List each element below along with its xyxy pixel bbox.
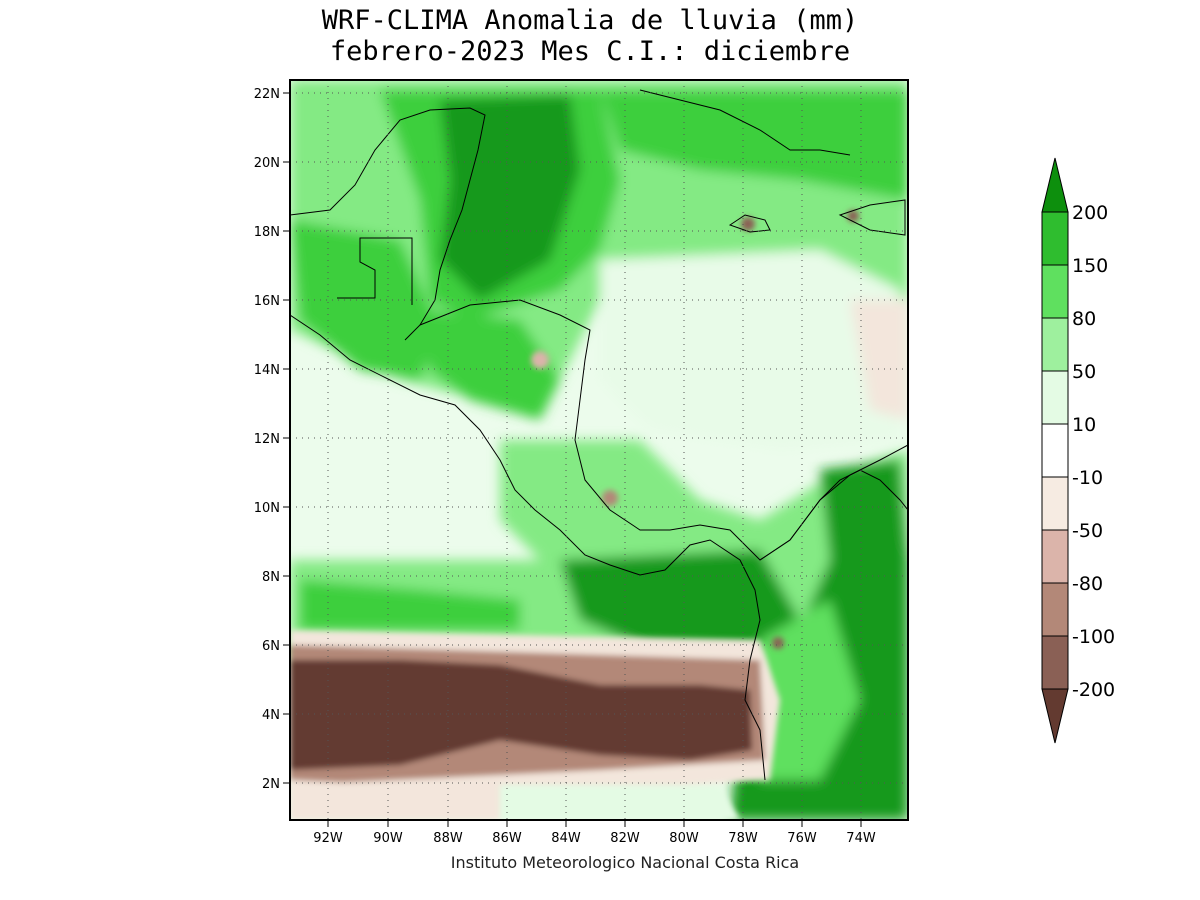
colorbar-swatch	[1041, 370, 1069, 425]
colorbar-swatch	[1041, 476, 1069, 531]
lat-label: 8N	[262, 570, 280, 585]
lon-label: 88W	[433, 831, 463, 846]
lon-label: 76W	[787, 831, 817, 846]
field-pale-central	[600, 250, 900, 450]
coast-mexico-yucatan	[290, 107, 486, 341]
colorbar-label: 150	[1072, 255, 1108, 277]
colorbar-swatch	[1041, 423, 1069, 478]
lat-label: 18N	[254, 225, 280, 240]
colorbar-swatch	[1041, 529, 1069, 584]
lon-label: 82W	[610, 831, 640, 846]
lon-label: 80W	[669, 831, 699, 846]
colorbar-label: -200	[1072, 679, 1115, 701]
lat-label: 16N	[254, 294, 280, 309]
colorbar	[1041, 157, 1069, 744]
field-brown-spot-costarica	[602, 490, 618, 506]
map-frame	[289, 79, 909, 821]
border-guatemala	[337, 237, 413, 305]
colorbar-bottom-arrow	[1041, 688, 1069, 744]
colorbar-swatch	[1041, 635, 1069, 690]
lat-label: 10N	[254, 501, 280, 516]
colorbar-swatch	[1041, 317, 1069, 372]
field-green-colombia-mid	[760, 600, 860, 780]
lon-label: 92W	[313, 831, 343, 846]
lat-tick-labels: 22N 20N 18N 16N 14N 12N 10N 8N 6N 4N 2N	[254, 87, 280, 792]
lat-label: 14N	[254, 363, 280, 378]
colorbar-label: -80	[1072, 573, 1103, 595]
colorbar-swatch	[1041, 582, 1069, 637]
field-pale-south	[500, 785, 740, 820]
coastlines	[290, 89, 908, 781]
field-tan-south-west	[290, 780, 500, 820]
tick-marks	[283, 92, 862, 827]
colorbar-top-arrow	[1041, 157, 1069, 213]
lat-label: 6N	[262, 639, 280, 654]
coast-pacific-central-america	[290, 314, 766, 781]
field-green-caribbean-ne	[600, 90, 908, 200]
colorbar-label: -50	[1072, 520, 1103, 542]
lon-label: 78W	[728, 831, 758, 846]
lon-label: 74W	[846, 831, 876, 846]
field-strong-green-panama	[560, 550, 800, 650]
lon-label: 86W	[492, 831, 522, 846]
lat-label: 2N	[262, 777, 280, 792]
colorbar-label: -100	[1072, 626, 1115, 648]
coast-cuba	[639, 89, 851, 156]
field-green-honduras	[420, 310, 560, 420]
colorbar-swatch	[1041, 211, 1069, 266]
field-strong-green-yucatan	[440, 95, 580, 300]
field-tan-east	[850, 300, 908, 420]
lon-tick-labels: 92W 90W 88W 86W 84W 82W 80W 78W 76W 74W	[313, 831, 876, 846]
field-green-west-band	[300, 580, 520, 630]
colorbar-label: -10	[1072, 467, 1103, 489]
field-brown-spot-colombia	[772, 637, 784, 649]
colorbar-labels: 200 150 80 50 10 -10 -50 -80 -100 -200	[1072, 202, 1115, 701]
coast-colombia-venezuela	[759, 469, 908, 561]
gridlines	[290, 80, 908, 820]
map-title-line1: WRF-CLIMA Anomalia de lluvia (mm)	[321, 5, 859, 36]
field-brown-spot-haiti	[847, 210, 859, 222]
colorbar-label: 200	[1072, 202, 1108, 224]
credit-text: Instituto Meteorologico Nacional Costa R…	[450, 853, 800, 872]
anomaly-field	[290, 80, 908, 820]
lat-label: 22N	[254, 87, 280, 102]
field-brown-spot-jamaica	[741, 217, 755, 231]
lon-label: 84W	[551, 831, 581, 846]
lon-label: 90W	[373, 831, 403, 846]
colorbar-swatch	[1041, 264, 1069, 319]
map-title-line2: febrero-2023 Mes C.I.: diciembre	[329, 36, 851, 67]
lat-label: 20N	[254, 156, 280, 171]
field-brown-dark-band	[290, 660, 752, 770]
coast-hispaniola	[838, 199, 906, 236]
colorbar-label: 50	[1072, 361, 1096, 383]
lat-label: 12N	[254, 432, 280, 447]
colorbar-label: 10	[1072, 414, 1096, 436]
colorbar-label: 80	[1072, 308, 1096, 330]
lat-label: 4N	[262, 708, 280, 723]
field-brown-spot-nicaragua	[531, 351, 549, 369]
